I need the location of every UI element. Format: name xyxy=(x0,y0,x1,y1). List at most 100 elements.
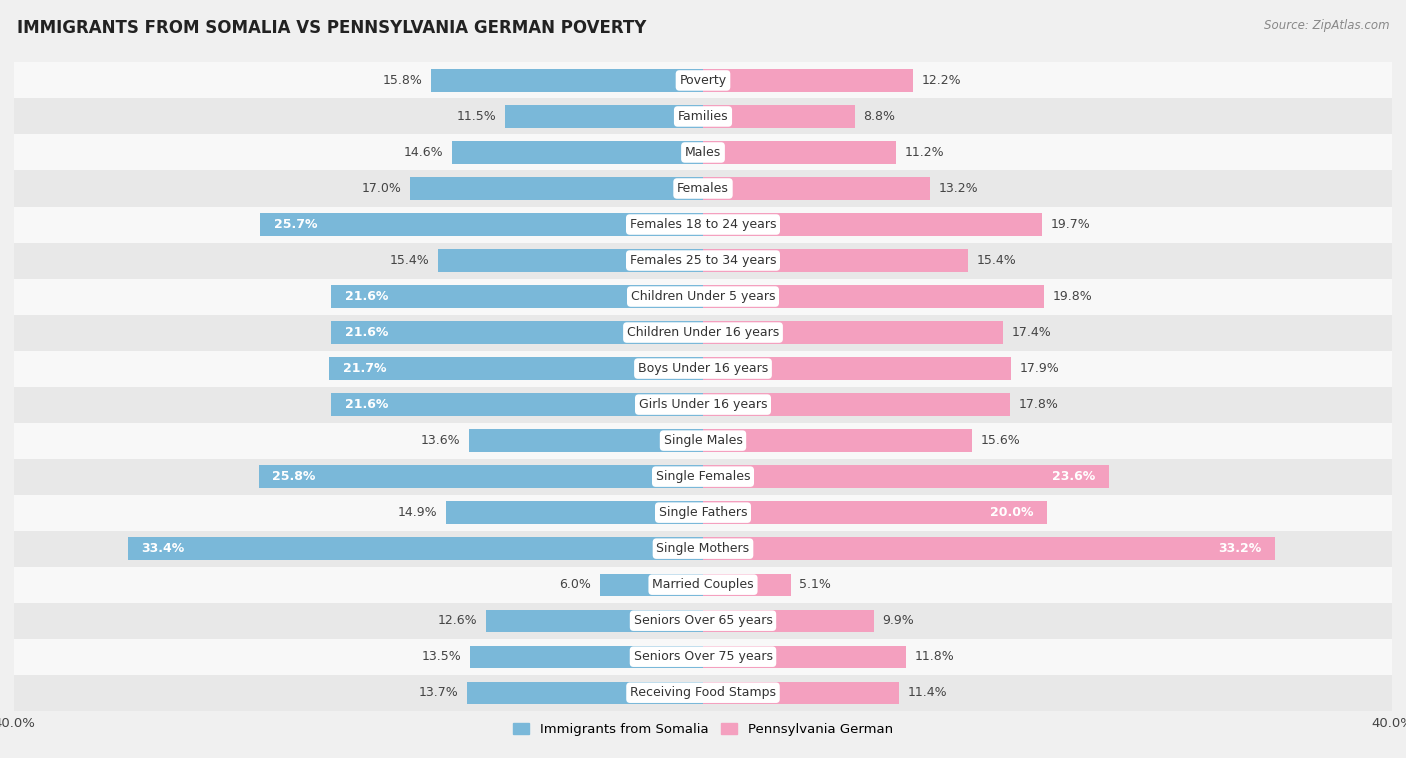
Text: Receiving Food Stamps: Receiving Food Stamps xyxy=(630,686,776,699)
Bar xyxy=(703,177,931,199)
Legend: Immigrants from Somalia, Pennsylvania German: Immigrants from Somalia, Pennsylvania Ge… xyxy=(508,718,898,742)
Text: 15.6%: 15.6% xyxy=(980,434,1019,447)
Text: 11.4%: 11.4% xyxy=(908,686,948,699)
Bar xyxy=(505,105,703,127)
Text: Source: ZipAtlas.com: Source: ZipAtlas.com xyxy=(1264,19,1389,32)
Bar xyxy=(703,609,873,632)
Text: Males: Males xyxy=(685,146,721,159)
Bar xyxy=(14,62,1392,99)
Bar xyxy=(703,502,1047,524)
Bar xyxy=(703,358,1011,380)
Bar xyxy=(703,285,1045,308)
Text: 13.6%: 13.6% xyxy=(420,434,460,447)
Bar xyxy=(703,646,907,668)
Text: Families: Families xyxy=(678,110,728,123)
Text: Females: Females xyxy=(678,182,728,195)
Bar xyxy=(14,495,1392,531)
Text: 17.4%: 17.4% xyxy=(1011,326,1052,339)
Text: 15.4%: 15.4% xyxy=(977,254,1017,267)
Bar xyxy=(411,177,703,199)
Text: 33.2%: 33.2% xyxy=(1218,542,1261,555)
Bar xyxy=(14,99,1392,134)
Text: 17.8%: 17.8% xyxy=(1018,398,1059,411)
Text: 15.4%: 15.4% xyxy=(389,254,429,267)
Text: 17.0%: 17.0% xyxy=(361,182,402,195)
Bar xyxy=(703,141,896,164)
Bar xyxy=(486,609,703,632)
Bar xyxy=(703,574,790,596)
Bar xyxy=(467,681,703,704)
Bar xyxy=(14,134,1392,171)
Bar xyxy=(14,243,1392,278)
Bar xyxy=(128,537,703,560)
Bar xyxy=(703,213,1042,236)
Bar xyxy=(599,574,703,596)
Text: Single Mothers: Single Mothers xyxy=(657,542,749,555)
Bar xyxy=(259,465,703,488)
Bar xyxy=(14,423,1392,459)
Text: 21.7%: 21.7% xyxy=(343,362,387,375)
Bar xyxy=(14,206,1392,243)
Bar xyxy=(703,69,912,92)
Bar xyxy=(703,249,969,271)
Text: 12.6%: 12.6% xyxy=(437,614,478,627)
Bar xyxy=(468,430,703,452)
Text: 15.8%: 15.8% xyxy=(382,74,422,87)
Bar xyxy=(330,285,703,308)
Bar xyxy=(14,531,1392,567)
Text: Children Under 16 years: Children Under 16 years xyxy=(627,326,779,339)
Bar xyxy=(260,213,703,236)
Bar xyxy=(703,321,1002,343)
Text: 14.9%: 14.9% xyxy=(398,506,437,519)
Text: 11.8%: 11.8% xyxy=(915,650,955,663)
Text: 13.7%: 13.7% xyxy=(419,686,458,699)
Bar xyxy=(703,465,1109,488)
Bar xyxy=(330,321,703,343)
Text: 21.6%: 21.6% xyxy=(344,398,388,411)
Text: 17.9%: 17.9% xyxy=(1019,362,1060,375)
Text: Children Under 5 years: Children Under 5 years xyxy=(631,290,775,303)
Text: Poverty: Poverty xyxy=(679,74,727,87)
Bar xyxy=(703,105,855,127)
Bar xyxy=(14,675,1392,711)
Bar xyxy=(471,646,703,668)
Text: IMMIGRANTS FROM SOMALIA VS PENNSYLVANIA GERMAN POVERTY: IMMIGRANTS FROM SOMALIA VS PENNSYLVANIA … xyxy=(17,19,647,37)
Text: 13.5%: 13.5% xyxy=(422,650,461,663)
Text: 33.4%: 33.4% xyxy=(142,542,184,555)
Bar xyxy=(14,603,1392,639)
Text: 13.2%: 13.2% xyxy=(939,182,979,195)
Bar xyxy=(14,567,1392,603)
Text: 19.7%: 19.7% xyxy=(1050,218,1091,231)
Text: Single Females: Single Females xyxy=(655,470,751,483)
Text: 5.1%: 5.1% xyxy=(800,578,831,591)
Bar xyxy=(329,358,703,380)
Text: 12.2%: 12.2% xyxy=(922,74,962,87)
Bar xyxy=(14,350,1392,387)
Bar xyxy=(14,315,1392,350)
Text: 8.8%: 8.8% xyxy=(863,110,896,123)
Text: 9.9%: 9.9% xyxy=(882,614,914,627)
Bar xyxy=(14,278,1392,315)
Text: 25.8%: 25.8% xyxy=(273,470,316,483)
Text: 21.6%: 21.6% xyxy=(344,326,388,339)
Text: 14.6%: 14.6% xyxy=(404,146,443,159)
Bar xyxy=(703,681,900,704)
Bar xyxy=(703,430,972,452)
Text: Girls Under 16 years: Girls Under 16 years xyxy=(638,398,768,411)
Bar xyxy=(14,171,1392,206)
Bar xyxy=(14,459,1392,495)
Bar xyxy=(430,69,703,92)
Text: Married Couples: Married Couples xyxy=(652,578,754,591)
Bar xyxy=(703,537,1275,560)
Text: Seniors Over 75 years: Seniors Over 75 years xyxy=(634,650,772,663)
Text: Single Males: Single Males xyxy=(664,434,742,447)
Bar xyxy=(451,141,703,164)
Text: Seniors Over 65 years: Seniors Over 65 years xyxy=(634,614,772,627)
Text: Females 18 to 24 years: Females 18 to 24 years xyxy=(630,218,776,231)
Text: 6.0%: 6.0% xyxy=(560,578,591,591)
Text: 11.2%: 11.2% xyxy=(904,146,945,159)
Text: Boys Under 16 years: Boys Under 16 years xyxy=(638,362,768,375)
Bar xyxy=(437,249,703,271)
Bar xyxy=(14,639,1392,675)
Text: 20.0%: 20.0% xyxy=(990,506,1033,519)
